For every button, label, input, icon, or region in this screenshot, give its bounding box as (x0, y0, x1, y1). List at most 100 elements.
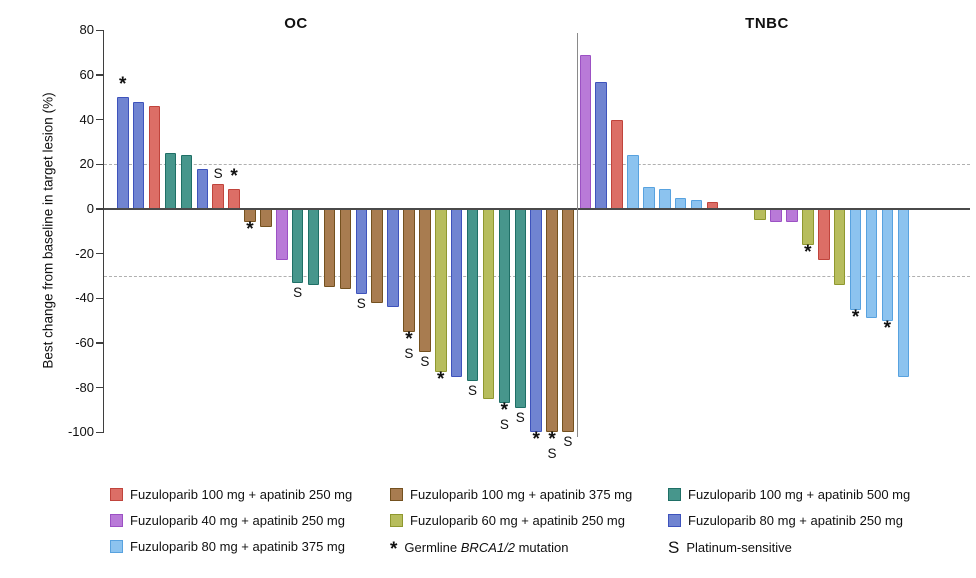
bar-marker: S (415, 354, 435, 369)
bar (355, 209, 367, 294)
bar (466, 209, 479, 381)
brca-mutation-marker: * (500, 400, 509, 422)
bar (117, 97, 129, 209)
y-axis-tick-label: 60 (79, 66, 94, 82)
bar (643, 186, 655, 209)
platinum-sensitive-marker: S (213, 166, 223, 182)
y-axis-tick-label: 0 (86, 201, 94, 216)
bar (387, 209, 399, 308)
bar-marker: * (526, 429, 546, 451)
bar (212, 184, 224, 209)
bar (770, 209, 782, 223)
bar (196, 168, 208, 209)
legend-note-platinum: S Platinum-sensitive (668, 539, 792, 556)
bar (611, 119, 623, 209)
bar-marker: * (224, 167, 244, 186)
platinum-sensitive-marker: S (547, 446, 557, 462)
y-axis-tick (96, 431, 103, 434)
platinum-sensitive-marker: S (499, 417, 509, 433)
bar (865, 209, 878, 319)
asterisk-marker-icon: * (390, 539, 398, 560)
y-axis-tick (96, 163, 103, 166)
bar-marker: S (208, 166, 228, 181)
bar (754, 209, 766, 221)
legend-note-gene: BRCA1/2 (460, 540, 515, 555)
bar (180, 155, 193, 209)
bar (579, 54, 591, 209)
bar (818, 209, 830, 261)
bar (339, 209, 352, 290)
legend-label: Fuzuloparib 100 mg + apatinib 250 mg (130, 487, 353, 502)
bar-marker: S (463, 383, 483, 398)
platinum-sensitive-marker: S (356, 295, 366, 311)
y-axis-tick (96, 29, 103, 32)
bar (307, 209, 320, 285)
legend-label: Fuzuloparib 80 mg + apatinib 250 mg (688, 513, 903, 528)
bar-marker: S (351, 296, 371, 311)
bar-marker: * (846, 308, 866, 327)
y-axis-tick-label: -40 (75, 290, 94, 306)
legend-swatch-yellow (390, 514, 403, 527)
y-axis-tick-label: -20 (75, 245, 94, 261)
bar (435, 209, 447, 373)
legend-note-text: Platinum-sensitive (686, 540, 792, 555)
bar-marker: * S (542, 429, 562, 462)
brca-mutation-marker: * (119, 74, 127, 96)
legend-swatch-lightblue (110, 540, 123, 553)
legend-note-text: mutation (514, 540, 569, 555)
bar (627, 155, 639, 209)
bar-marker: S (558, 434, 578, 449)
y-axis-tick-label: -80 (75, 379, 94, 395)
legend-label: Fuzuloparib 40 mg + apatinib 250 mg (130, 513, 345, 528)
bar (482, 209, 495, 399)
bar (514, 209, 526, 408)
bar (132, 101, 145, 209)
bar (323, 209, 336, 288)
panel-title-tnbc: TNBC (745, 15, 789, 32)
bar (881, 209, 894, 321)
bar (802, 209, 814, 245)
y-axis-title: Best change from baseline in target lesi… (40, 92, 56, 369)
bar-marker: S (288, 285, 308, 300)
legend-swatch-teal (668, 488, 681, 501)
bar-marker: * (877, 319, 897, 338)
bar-marker: * S (494, 400, 514, 433)
legend-swatch-purple (110, 514, 123, 527)
bar (291, 209, 304, 283)
bar-marker: * (798, 241, 818, 263)
bar (276, 209, 288, 261)
brca-mutation-marker: * (804, 241, 812, 263)
bar (403, 209, 415, 332)
bar (450, 209, 463, 377)
platinum-sensitive-marker: S (515, 409, 525, 425)
brca-mutation-marker: * (532, 429, 540, 451)
brca-mutation-marker: * (548, 429, 556, 451)
y-axis-tick-label: -100 (67, 424, 94, 440)
threshold-line (104, 163, 970, 165)
zero-line (104, 208, 970, 210)
brca-mutation-marker: * (246, 219, 254, 241)
bar-marker: S (510, 410, 530, 425)
bar (659, 188, 671, 209)
brca-mutation-marker: * (437, 369, 445, 391)
bar (164, 153, 177, 209)
y-axis-tick (96, 208, 103, 210)
legend-note-brca: * Germline BRCA1/2 mutation (390, 539, 569, 560)
bar (786, 209, 798, 223)
bar (562, 209, 574, 433)
bar-marker: * S (399, 330, 419, 361)
legend-swatch-red (110, 488, 123, 501)
bar-marker: * (240, 219, 260, 241)
bar (897, 209, 909, 377)
y-axis-tick (96, 297, 103, 300)
legend-note-text: Germline (404, 540, 461, 555)
y-axis-tick-label: 40 (79, 111, 94, 127)
legend-label: Fuzuloparib 80 mg + apatinib 375 mg (130, 539, 345, 554)
bar-marker: * (113, 74, 133, 96)
panel-title-oc: OC (284, 15, 308, 32)
y-axis-tick (96, 253, 103, 255)
y-axis-line (102, 30, 104, 433)
bar (530, 209, 542, 433)
bar (371, 209, 383, 303)
